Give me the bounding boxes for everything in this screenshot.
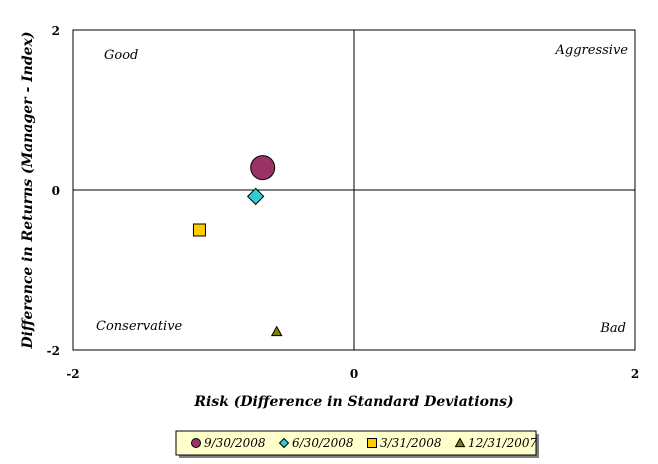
- data-points: [192, 155, 283, 337]
- legend-marker-diamond: [278, 437, 290, 449]
- y-tick-label: -2: [47, 344, 60, 358]
- data-point-diamond: [246, 187, 265, 206]
- legend: 9/30/2008 6/30/2008 3/31/2008 12/31/2007: [175, 430, 539, 458]
- legend-label: 6/30/2008: [292, 436, 354, 450]
- data-point-circle: [250, 155, 276, 181]
- data-point-square: [192, 223, 206, 237]
- legend-label: 9/30/2008: [204, 436, 266, 450]
- quadrant-bad: Bad: [599, 321, 626, 336]
- legend-box: [175, 430, 537, 456]
- data-point-triangle: [270, 325, 283, 337]
- y-axis-title: Difference in Returns (Manager - Index): [20, 31, 36, 349]
- y-tick-label: 2: [52, 24, 60, 38]
- x-tick-label: 2: [631, 367, 639, 381]
- x-tick-label: 0: [350, 367, 358, 381]
- y-tick-label: 0: [52, 184, 60, 198]
- legend-marker-triangle: [454, 437, 466, 448]
- quadrant-aggressive: Aggressive: [555, 43, 629, 58]
- legend-marker-circle: [191, 438, 201, 448]
- quadrant-conservative: Conservative: [96, 319, 183, 334]
- x-tick-label: -2: [66, 367, 79, 381]
- quadrant-good: Good: [104, 48, 138, 63]
- legend-label: 3/31/2008: [380, 436, 442, 450]
- legend-label: 12/31/2007: [468, 436, 538, 450]
- legend-marker-square: [367, 438, 377, 448]
- x-axis-title: Risk (Difference in Standard Deviations): [193, 394, 513, 410]
